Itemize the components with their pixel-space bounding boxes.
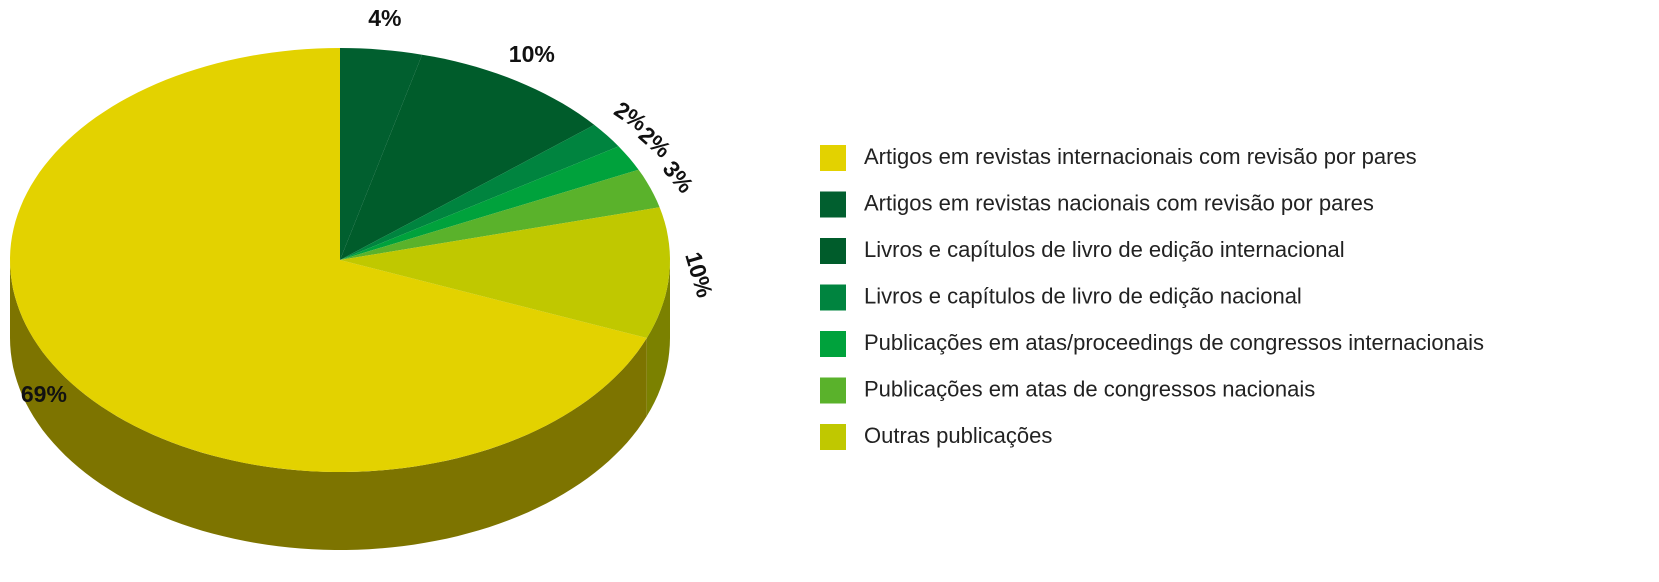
value-label: 10% [680,249,718,301]
legend-label: Livros e capítulos de livro de edição na… [864,283,1302,308]
legend-label: Publicações em atas/proceedings de congr… [864,330,1484,355]
legend-label: Publicações em atas de congressos nacion… [864,376,1315,401]
legend-swatch [820,284,846,311]
slice-side [646,260,670,416]
legend-swatch [820,145,846,171]
legend-swatch [820,424,846,450]
value-label: 3% [658,156,699,198]
slice [340,54,595,261]
slice [340,48,423,260]
slice [340,169,660,260]
legend-label: Artigos em revistas internacionais com r… [864,144,1417,169]
legend-swatch [820,238,846,264]
legend-label: Livros e capítulos de livro de edição in… [864,237,1345,262]
value-label: 4% [368,5,401,31]
legend-swatch [820,331,846,357]
legend-swatch [820,191,846,218]
slice [10,48,647,472]
slice [340,207,670,338]
legend-label: Artigos em revistas nacionais com revisã… [864,190,1374,215]
slice-side [10,260,647,550]
slice [340,146,639,260]
legend-label: Outras publicações [864,423,1052,448]
value-label: 10% [509,41,555,67]
legend-swatch [820,377,846,404]
slice [340,124,619,261]
value-label: 69% [21,381,67,407]
